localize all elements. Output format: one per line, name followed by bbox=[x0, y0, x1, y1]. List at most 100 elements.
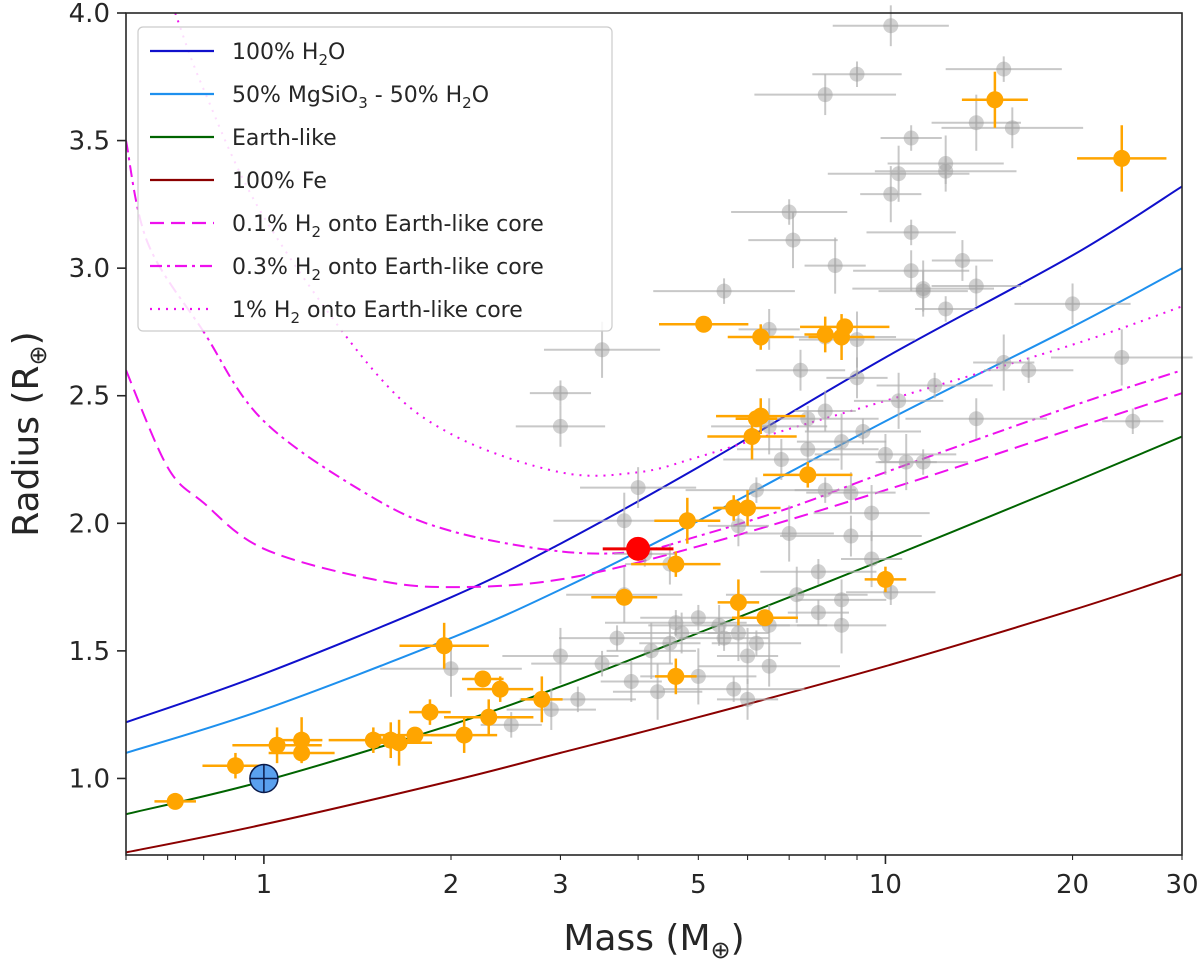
sample-planet-point bbox=[631, 551, 721, 577]
known-planet-point bbox=[780, 515, 922, 557]
known-planet-point bbox=[806, 472, 896, 514]
known-planet-point bbox=[716, 678, 779, 720]
known-planet-point bbox=[846, 579, 936, 605]
legend-item-earth: Earth-like bbox=[150, 126, 337, 151]
legend: 100% H2O 50% MgSiO3 - 50% H2O Earth-like 10… bbox=[137, 26, 613, 332]
known-planet-point bbox=[814, 434, 957, 475]
known-planet-point bbox=[852, 260, 994, 317]
known-planet-point bbox=[941, 107, 1084, 149]
known-planet-point bbox=[931, 94, 1021, 151]
known-planet-point bbox=[731, 199, 848, 225]
known-planet-point bbox=[915, 296, 977, 322]
known-planet-point bbox=[945, 56, 1062, 82]
x-axis-ticks: 1 2 3 5 10 20 30 bbox=[125, 855, 1199, 900]
legend-label: 100% Fe bbox=[232, 169, 327, 194]
known-planet-point bbox=[531, 650, 673, 677]
sample-planet-point bbox=[800, 318, 890, 336]
known-planet-point bbox=[876, 372, 993, 399]
legend-item-mgsio3: 50% MgSiO3 - 50% H2O bbox=[150, 83, 489, 112]
sample-planet-point bbox=[521, 676, 563, 723]
sample-planet-point bbox=[462, 670, 504, 688]
known-planet-point bbox=[804, 237, 866, 294]
legend-label: 0.3% H2 onto Earth-like core bbox=[232, 255, 544, 284]
legend-label: 1% H2 onto Earth-like core bbox=[232, 298, 523, 327]
legend-item-h2_03: 0.3% H2 onto Earth-like core bbox=[150, 255, 544, 284]
known-planet-point bbox=[612, 663, 703, 720]
known-planet-point bbox=[755, 349, 846, 391]
x-tick-label: 2 bbox=[443, 870, 460, 900]
sample-planet-point bbox=[864, 566, 907, 593]
plot-frame bbox=[125, 12, 1183, 856]
known-planet-point bbox=[832, 5, 949, 47]
y-axis-ticks: 1.0 1.5 2.0 2.5 3.0 3.5 4.0 bbox=[69, 0, 126, 794]
known-planet-point bbox=[760, 559, 877, 585]
known-planet-point bbox=[853, 372, 944, 429]
curve-h2o bbox=[126, 185, 1182, 724]
x-tick-label: 3 bbox=[552, 870, 569, 900]
target-planet-point bbox=[602, 536, 674, 561]
known-planet-point bbox=[623, 612, 740, 654]
known-planet-point bbox=[754, 74, 897, 116]
known-planet-point bbox=[711, 630, 802, 656]
legend-label: Earth-like bbox=[232, 126, 337, 151]
x-tick-label: 20 bbox=[1056, 870, 1089, 900]
legend-box bbox=[137, 26, 613, 332]
sample-planet-point bbox=[716, 398, 806, 434]
known-planet-point bbox=[1014, 283, 1131, 325]
legend-label: 0.1% H2 onto Earth-like core bbox=[232, 212, 544, 241]
known-planet-point bbox=[600, 661, 662, 702]
sample-planet-point bbox=[399, 622, 489, 669]
known-planet-point bbox=[515, 405, 606, 447]
known-planet-point bbox=[841, 530, 903, 588]
y-tick-label: 1.5 bbox=[69, 637, 110, 667]
sample-planet-point bbox=[961, 71, 1028, 128]
known-planet-point bbox=[605, 610, 747, 636]
sample-planets bbox=[154, 71, 1167, 810]
known-planet-point bbox=[698, 645, 840, 687]
known-planet-point bbox=[796, 413, 887, 470]
known-planet-point bbox=[794, 390, 856, 432]
y-tick-label: 3.0 bbox=[69, 254, 110, 284]
y-tick-label: 2.5 bbox=[69, 382, 110, 412]
earth-marker bbox=[249, 763, 279, 794]
curve-earth bbox=[126, 435, 1182, 816]
known-planet-point bbox=[860, 166, 922, 223]
known-planet-point bbox=[679, 625, 769, 651]
known-planet-point bbox=[685, 477, 828, 503]
legend-item-h2_01: 0.1% H2 onto Earth-like core bbox=[150, 212, 544, 241]
known-planet-point bbox=[878, 449, 968, 475]
legend-item-fe: 100% Fe bbox=[150, 169, 327, 194]
known-planet-point bbox=[723, 439, 840, 480]
known-planet-point bbox=[653, 278, 795, 304]
curve-h2_01 bbox=[126, 369, 1182, 589]
x-tick-label: 5 bbox=[690, 870, 707, 900]
known-planet-point bbox=[506, 689, 596, 730]
plot-area bbox=[125, 5, 1193, 856]
legend-label: 100% H2O bbox=[232, 40, 345, 69]
known-planet-point bbox=[796, 597, 887, 654]
y-tick-label: 1.0 bbox=[69, 764, 110, 794]
known-planet-point bbox=[1050, 329, 1193, 386]
y-tick-label: 4.0 bbox=[69, 0, 110, 29]
sample-planet-point bbox=[659, 315, 749, 333]
y-axis-title: Radius (R⊕) bbox=[6, 331, 52, 536]
sample-planet-point bbox=[366, 719, 433, 766]
known-planet-point bbox=[580, 467, 697, 508]
known-planet-point bbox=[826, 357, 888, 399]
sample-planet-point bbox=[727, 324, 794, 350]
known-planet-point bbox=[529, 380, 592, 406]
sample-planet-point bbox=[654, 497, 721, 544]
y-tick-label: 3.5 bbox=[69, 127, 110, 157]
curve-fe bbox=[126, 573, 1182, 854]
legend-item-h2_1: 1% H2 onto Earth-like core bbox=[150, 298, 523, 327]
known-planet-point bbox=[931, 265, 1021, 307]
known-planet-point bbox=[744, 505, 834, 562]
sample-planet-point bbox=[154, 792, 196, 810]
sample-planet-point bbox=[714, 490, 781, 526]
known-planet-point bbox=[813, 485, 930, 542]
known-planet-point bbox=[1102, 408, 1164, 434]
known-planet-point bbox=[973, 334, 1035, 391]
legend-label: 50% MgSiO3 - 50% H2O bbox=[232, 83, 489, 112]
known-planet-point bbox=[662, 676, 805, 702]
